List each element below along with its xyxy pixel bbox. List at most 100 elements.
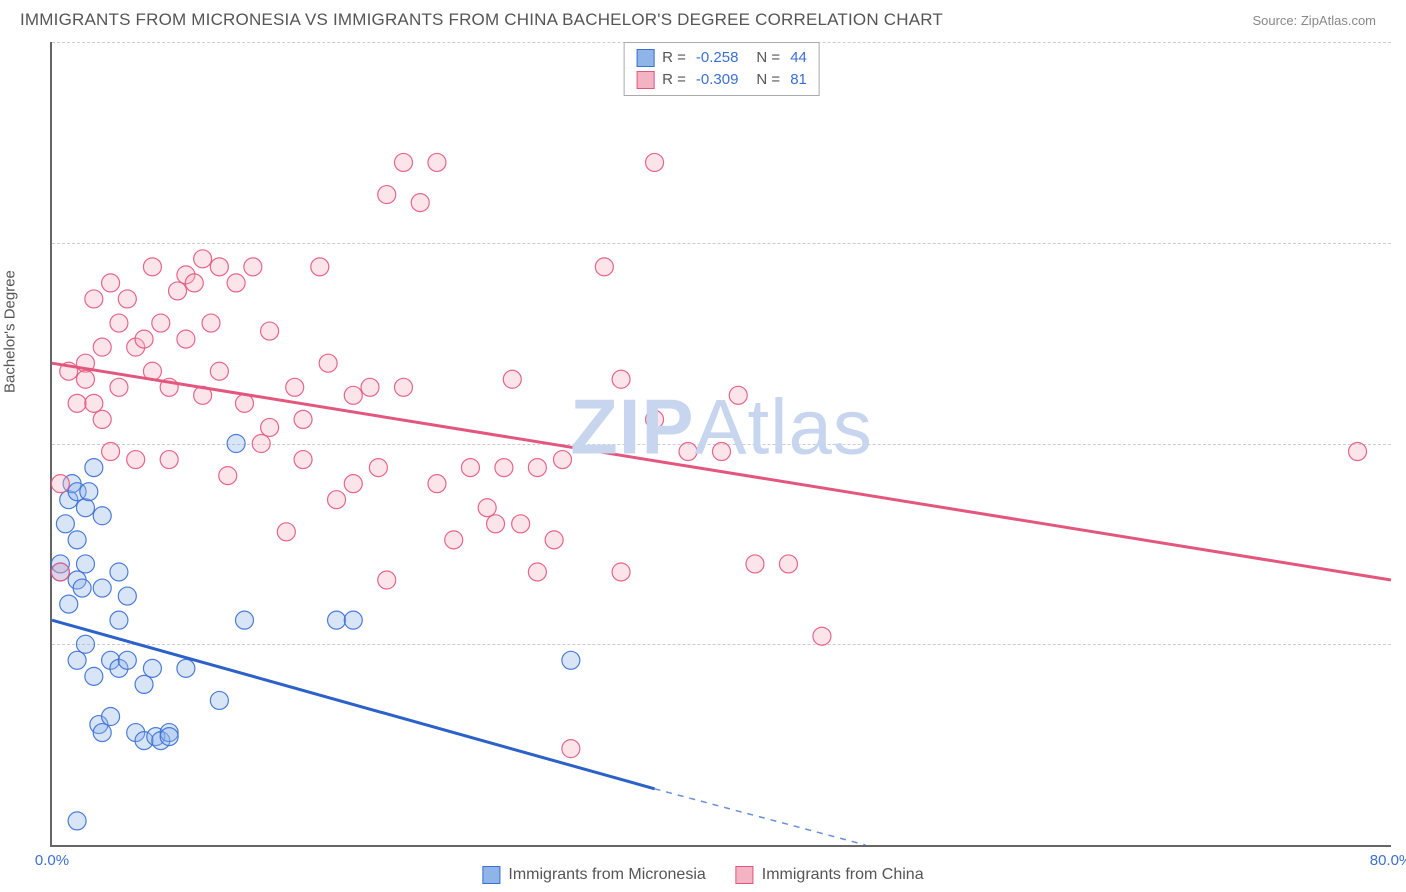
data-point-china — [428, 153, 446, 171]
data-point-china — [85, 290, 103, 308]
data-point-micronesia — [102, 708, 120, 726]
data-point-micronesia — [328, 611, 346, 629]
regression-line-dashed-micronesia — [655, 789, 866, 845]
stat-r-label: R = — [662, 47, 686, 69]
data-point-micronesia — [93, 579, 111, 597]
y-tick-label: 75.0% — [1401, 234, 1406, 251]
data-point-china — [160, 451, 178, 469]
data-point-china — [679, 443, 697, 461]
data-point-china — [461, 459, 479, 477]
legend-label-micronesia: Immigrants from Micronesia — [508, 866, 705, 884]
stats-legend-box: R = -0.258 N = 44 R = -0.309 N = 81 — [623, 42, 820, 96]
data-point-micronesia — [235, 611, 253, 629]
chart-source: Source: ZipAtlas.com — [1252, 13, 1376, 28]
scatter-plot-svg — [52, 42, 1391, 845]
y-tick-label: 25.0% — [1401, 636, 1406, 653]
data-point-china — [294, 410, 312, 428]
data-point-micronesia — [76, 635, 94, 653]
stat-r-value-china: -0.309 — [696, 69, 739, 91]
data-point-china — [261, 322, 279, 340]
data-point-micronesia — [76, 499, 94, 517]
data-point-china — [235, 394, 253, 412]
regression-line-micronesia — [52, 620, 655, 789]
data-point-china — [595, 258, 613, 276]
y-tick-label: 50.0% — [1401, 435, 1406, 452]
data-point-micronesia — [118, 651, 136, 669]
data-point-china — [344, 475, 362, 493]
data-point-china — [152, 314, 170, 332]
data-point-china — [76, 370, 94, 388]
data-point-micronesia — [177, 659, 195, 677]
data-point-china — [110, 314, 128, 332]
data-point-china — [143, 258, 161, 276]
data-point-china — [328, 491, 346, 509]
data-point-china — [512, 515, 530, 533]
data-point-micronesia — [93, 507, 111, 525]
data-point-china — [68, 394, 86, 412]
data-point-china — [361, 378, 379, 396]
data-point-china — [210, 258, 228, 276]
data-point-micronesia — [118, 587, 136, 605]
data-point-china — [252, 435, 270, 453]
data-point-china — [93, 338, 111, 356]
stat-r-label: R = — [662, 69, 686, 91]
data-point-micronesia — [93, 724, 111, 742]
data-point-china — [562, 740, 580, 758]
legend-swatch-micronesia — [482, 866, 500, 884]
stat-n-value-china: 81 — [790, 69, 807, 91]
data-point-china — [411, 194, 429, 212]
y-axis-label: Bachelor's Degree — [2, 270, 19, 393]
data-point-micronesia — [60, 595, 78, 613]
data-point-china — [169, 282, 187, 300]
data-point-china — [746, 555, 764, 573]
stat-n-label: N = — [756, 69, 780, 91]
data-point-china — [545, 531, 563, 549]
data-point-china — [428, 475, 446, 493]
stat-r-value-micronesia: -0.258 — [696, 47, 739, 69]
data-point-china — [261, 418, 279, 436]
data-point-china — [378, 571, 396, 589]
legend-item-china: Immigrants from China — [736, 866, 924, 884]
data-point-micronesia — [68, 812, 86, 830]
data-point-china — [127, 451, 145, 469]
x-tick-label: 80.0% — [1370, 852, 1406, 869]
data-point-china — [93, 410, 111, 428]
data-point-micronesia — [68, 531, 86, 549]
data-point-china — [612, 370, 630, 388]
chart-header: IMMIGRANTS FROM MICRONESIA VS IMMIGRANTS… — [0, 0, 1406, 36]
stats-row-micronesia: R = -0.258 N = 44 — [636, 47, 807, 69]
data-point-china — [219, 467, 237, 485]
x-tick-label: 0.0% — [35, 852, 69, 869]
data-point-china — [528, 459, 546, 477]
data-point-china — [369, 459, 387, 477]
data-point-micronesia — [76, 555, 94, 573]
data-point-china — [227, 274, 245, 292]
data-point-china — [85, 394, 103, 412]
data-point-micronesia — [344, 611, 362, 629]
legend-label-china: Immigrants from China — [762, 866, 924, 884]
legend-swatch-china — [736, 866, 754, 884]
data-point-china — [779, 555, 797, 573]
data-point-micronesia — [80, 483, 98, 501]
data-point-china — [729, 386, 747, 404]
data-point-china — [286, 378, 304, 396]
stat-n-label: N = — [756, 47, 780, 69]
data-point-china — [319, 354, 337, 372]
data-point-china — [612, 563, 630, 581]
swatch-micronesia — [636, 49, 654, 67]
data-point-china — [487, 515, 505, 533]
data-point-china — [378, 186, 396, 204]
data-point-micronesia — [210, 691, 228, 709]
data-point-micronesia — [110, 611, 128, 629]
data-point-micronesia — [143, 659, 161, 677]
data-point-china — [495, 459, 513, 477]
data-point-china — [194, 250, 212, 268]
stats-row-china: R = -0.309 N = 81 — [636, 69, 807, 91]
data-point-china — [294, 451, 312, 469]
legend-item-micronesia: Immigrants from Micronesia — [482, 866, 705, 884]
data-point-china — [51, 475, 69, 493]
data-point-china — [102, 274, 120, 292]
data-point-china — [177, 330, 195, 348]
data-point-micronesia — [73, 579, 91, 597]
data-point-china — [478, 499, 496, 517]
